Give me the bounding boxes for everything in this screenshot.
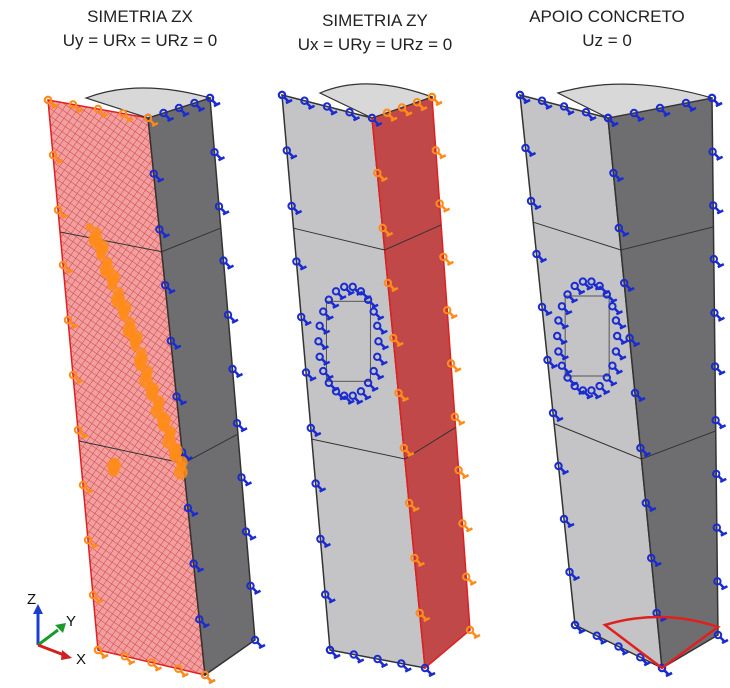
column-2 bbox=[279, 84, 480, 676]
marker-stem bbox=[217, 154, 225, 160]
marker-stem bbox=[380, 661, 388, 667]
panels bbox=[45, 84, 728, 683]
constraint-cluster bbox=[106, 270, 120, 284]
constraint-cluster bbox=[141, 365, 153, 377]
column-1 bbox=[45, 88, 265, 683]
marker-stem bbox=[449, 312, 457, 318]
titles: SIMETRIA ZX Uy = URx = URz = 0 SIMETRIA … bbox=[63, 7, 685, 54]
x-axis bbox=[38, 645, 64, 655]
column-3 bbox=[517, 84, 728, 676]
marker-stem bbox=[720, 637, 728, 643]
marker-stem bbox=[715, 207, 723, 213]
marker-stem bbox=[468, 579, 476, 585]
marker-stem bbox=[716, 261, 724, 267]
constraint-cluster bbox=[172, 443, 180, 451]
constraint-cluster bbox=[160, 413, 168, 421]
marker-stem bbox=[235, 371, 243, 377]
constraint-cluster bbox=[137, 347, 147, 357]
marker-stem bbox=[717, 369, 725, 375]
x-arrow bbox=[61, 650, 72, 660]
panel-title: APOIO CONCRETO bbox=[529, 7, 685, 26]
constraint-cluster bbox=[117, 300, 131, 314]
marker-stem bbox=[239, 425, 247, 431]
marker-stem bbox=[212, 100, 220, 106]
marker-stem bbox=[257, 642, 265, 648]
constraint-cluster bbox=[95, 240, 109, 254]
y-axis bbox=[38, 630, 58, 645]
marker-stem bbox=[719, 583, 727, 589]
marker-stem bbox=[718, 422, 726, 428]
y-label: Y bbox=[66, 613, 76, 630]
marker-stem bbox=[127, 658, 135, 664]
marker-stem bbox=[719, 530, 727, 536]
panel-condition: Uy = URx = URz = 0 bbox=[63, 31, 217, 50]
constraint-cluster bbox=[114, 287, 124, 297]
marker-stem bbox=[716, 315, 724, 321]
marker-stem bbox=[207, 677, 215, 683]
constraint-cluster bbox=[91, 227, 101, 237]
panel-title: SIMETRIA ZY bbox=[322, 11, 428, 30]
marker-stem bbox=[403, 666, 411, 672]
z-label: Z bbox=[27, 591, 36, 608]
marker-stem bbox=[453, 366, 461, 372]
constraint-cluster bbox=[102, 257, 112, 267]
marker-stem bbox=[464, 525, 472, 531]
marker-stem bbox=[714, 100, 722, 106]
constraint-cluster bbox=[176, 456, 188, 468]
marker-stem bbox=[718, 476, 726, 482]
axis-triad: Z Y X bbox=[27, 591, 86, 668]
constraint-cluster bbox=[129, 330, 143, 344]
marker-stem bbox=[100, 652, 108, 658]
marker-stem bbox=[715, 154, 723, 160]
constraint-cluster bbox=[125, 317, 135, 327]
marker-stem bbox=[230, 317, 238, 323]
marker-stem bbox=[253, 588, 261, 594]
panel-title: SIMETRIA ZX bbox=[87, 7, 193, 26]
panel-condition: Ux = URy = URz = 0 bbox=[298, 35, 452, 54]
marker-stem bbox=[434, 99, 442, 105]
panel-condition: Uz = 0 bbox=[582, 31, 632, 50]
marker-stem bbox=[438, 152, 446, 158]
constraint-cluster bbox=[149, 382, 157, 390]
marker-stem bbox=[221, 208, 229, 214]
figure: SIMETRIA ZX Uy = URx = URz = 0 SIMETRIA … bbox=[0, 0, 730, 688]
marker-stem bbox=[442, 206, 450, 212]
marker-stem bbox=[457, 419, 465, 425]
marker-stem bbox=[248, 534, 256, 540]
marker-stem bbox=[332, 652, 340, 658]
marker-stem bbox=[180, 671, 188, 677]
marker-stem bbox=[154, 665, 162, 671]
marker-stem bbox=[244, 479, 252, 485]
marker-stem bbox=[427, 670, 435, 676]
constraint-cluster bbox=[153, 395, 165, 407]
constraint-cluster bbox=[110, 458, 118, 466]
marker-stem bbox=[445, 259, 453, 265]
marker-stem bbox=[472, 632, 480, 638]
marker-stem bbox=[664, 670, 672, 676]
marker-stem bbox=[226, 263, 234, 269]
constraint-cluster bbox=[164, 426, 176, 438]
x-label: X bbox=[76, 651, 86, 668]
marker-stem bbox=[356, 657, 364, 663]
marker-stem bbox=[461, 472, 469, 478]
